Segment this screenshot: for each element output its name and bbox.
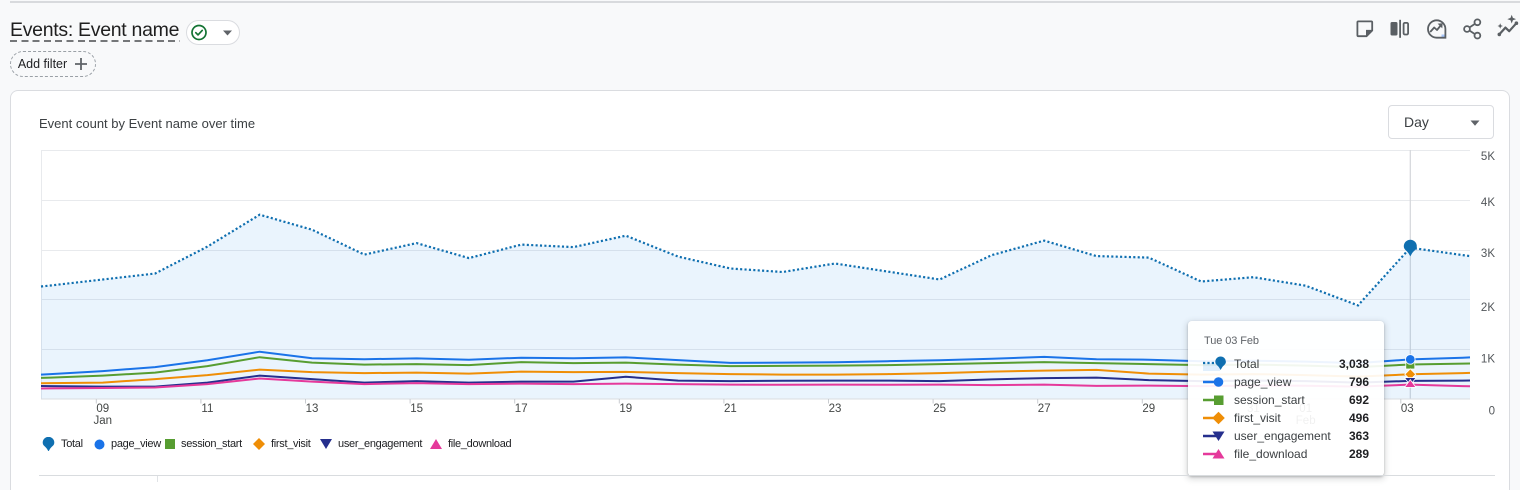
svg-text:15: 15 — [410, 403, 423, 415]
svg-text:09: 09 — [96, 403, 109, 415]
svg-text:3K: 3K — [1481, 248, 1495, 260]
svg-text:4K: 4K — [1481, 197, 1495, 209]
svg-text:21: 21 — [724, 403, 737, 415]
svg-text:03: 03 — [1401, 403, 1414, 415]
svg-text:Jan: Jan — [94, 415, 113, 427]
svg-text:13: 13 — [306, 403, 319, 415]
svg-text:0: 0 — [1489, 406, 1495, 418]
svg-text:2K: 2K — [1481, 302, 1495, 314]
svg-text:1K: 1K — [1481, 354, 1495, 366]
svg-text:17: 17 — [515, 403, 528, 415]
svg-text:23: 23 — [829, 403, 842, 415]
svg-text:19: 19 — [619, 403, 632, 415]
svg-text:29: 29 — [1142, 403, 1155, 415]
svg-text:25: 25 — [933, 403, 946, 415]
svg-text:11: 11 — [201, 403, 213, 415]
svg-text:27: 27 — [1038, 403, 1051, 415]
svg-text:5K: 5K — [1481, 151, 1495, 163]
